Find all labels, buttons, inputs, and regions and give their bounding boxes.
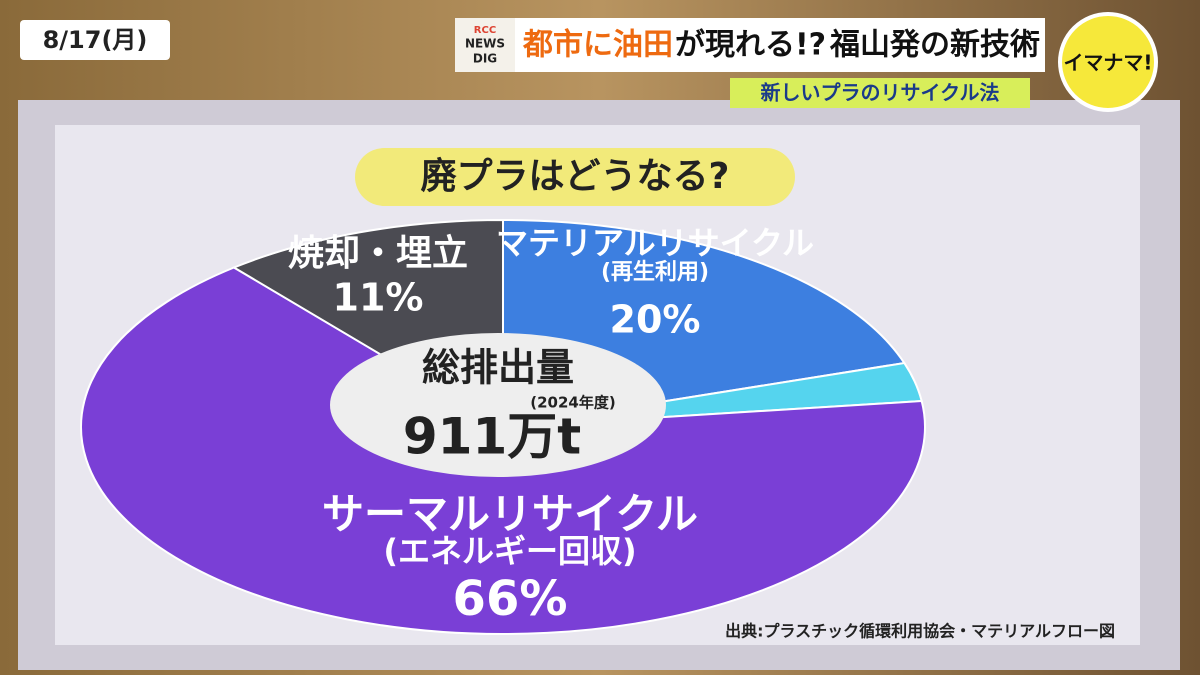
- chart-title: 廃プラはどうなる?: [421, 156, 730, 197]
- slice-sublabel: (エネルギー回収): [383, 532, 636, 570]
- value-label: 11%: [333, 276, 424, 320]
- date: 8/17(月): [43, 26, 148, 54]
- logo-line: DIG: [473, 52, 497, 66]
- logo-line: RCC: [474, 25, 496, 36]
- center-note: (2024年度): [530, 394, 615, 412]
- show-name: イマナマ!: [1063, 51, 1152, 75]
- slice-label: サーマルリサイクル: [322, 490, 698, 539]
- headline: が現れる!?: [675, 28, 826, 63]
- value-label: 66%: [453, 571, 568, 627]
- logo-line: NEWS: [465, 37, 505, 51]
- logo-box: [455, 18, 515, 72]
- center-value: 911万t: [403, 408, 581, 466]
- headline: 福山発の新技術: [829, 28, 1040, 63]
- subheadline: 新しいプラのリサイクル法: [761, 81, 1000, 105]
- title-pill: [355, 148, 795, 206]
- slice-label: マテリアルリサイクル: [496, 224, 814, 262]
- source: 出典:プラスチック循環利用協会・マテリアルフロー図: [725, 622, 1115, 641]
- date-box: [20, 20, 170, 60]
- slice-label: 焼却・埋立: [288, 233, 468, 274]
- slice-sublabel: (再生利用): [601, 260, 709, 285]
- show-logo: [1058, 12, 1158, 112]
- value-label: 20%: [610, 298, 701, 342]
- subheadline-box: [730, 78, 1030, 108]
- labels: マテリアルリサイクル(再生利用) 20% サーマルリサイクル(エネルギー回収)66%…: [288, 224, 814, 627]
- headline-box: [455, 18, 1045, 72]
- headline-accent: 都市に油田: [522, 28, 673, 63]
- center-disc: [330, 333, 666, 477]
- center-label: 総排出量: [422, 346, 574, 390]
- pie: [80, 218, 926, 635]
